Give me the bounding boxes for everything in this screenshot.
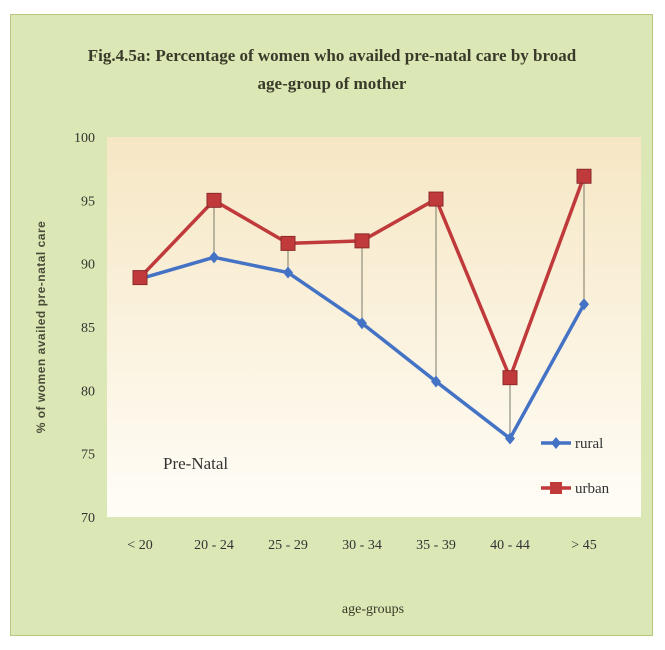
- legend-marker-urban: [550, 482, 562, 494]
- data-point-urban: [206, 192, 222, 208]
- x-tick-label: 35 - 39: [416, 538, 456, 553]
- x-tick-label: < 20: [127, 538, 152, 553]
- legend-marker-rural: [551, 437, 561, 449]
- data-point-urban: [576, 168, 592, 184]
- y-tick-label: 75: [81, 448, 95, 463]
- data-point-urban: [280, 235, 296, 251]
- data-point-urban: [354, 233, 370, 249]
- data-point-rural: [209, 251, 219, 264]
- x-tick-label: 20 - 24: [194, 538, 234, 553]
- legend: rural urban: [541, 436, 610, 497]
- data-point-urban: [502, 370, 518, 386]
- plot-area: [107, 137, 641, 517]
- x-tick-label: 25 - 29: [268, 538, 308, 553]
- chart-svg: Fig.4.5a: Percentage of women who availe…: [34, 46, 641, 617]
- data-point-rural: [579, 298, 589, 311]
- x-axis-label: age-groups: [342, 602, 404, 617]
- data-point-rural: [431, 375, 441, 388]
- series-group: [132, 168, 592, 445]
- data-point-urban: [132, 270, 148, 286]
- annotation-pre-natal: Pre-Natal: [163, 454, 228, 473]
- data-point-rural: [283, 266, 293, 279]
- y-tick-label: 100: [74, 131, 95, 146]
- chart-frame: Fig.4.5a: Percentage of women who availe…: [10, 14, 653, 636]
- y-tick-label: 90: [81, 258, 95, 273]
- legend-label-urban: urban: [575, 481, 610, 497]
- y-tick-label: 85: [81, 321, 95, 336]
- data-point-urban: [428, 191, 444, 207]
- legend-label-rural: rural: [575, 436, 603, 452]
- x-tick-label: > 45: [571, 538, 596, 553]
- y-tick-label: 95: [81, 194, 95, 209]
- x-tick-label: 30 - 34: [342, 538, 382, 553]
- x-axis-ticks: < 20 20 - 24 25 - 29 30 - 34 35 - 39 40 - 44 >…: [127, 538, 596, 553]
- y-axis-label: % of women availed pre-natal care: [34, 221, 48, 434]
- x-tick-label: 40 - 44: [490, 538, 530, 553]
- y-tick-label: 70: [81, 511, 95, 526]
- y-tick-label: 80: [81, 384, 95, 399]
- data-point-rural: [505, 432, 515, 445]
- chart-title-line-1: Fig.4.5a: Percentage of women who availe…: [88, 46, 577, 65]
- data-point-rural: [357, 317, 367, 330]
- chart-title-line-2: age-group of mother: [258, 74, 407, 93]
- y-axis-ticks: 70 75 80 85 90 95 100: [74, 131, 95, 526]
